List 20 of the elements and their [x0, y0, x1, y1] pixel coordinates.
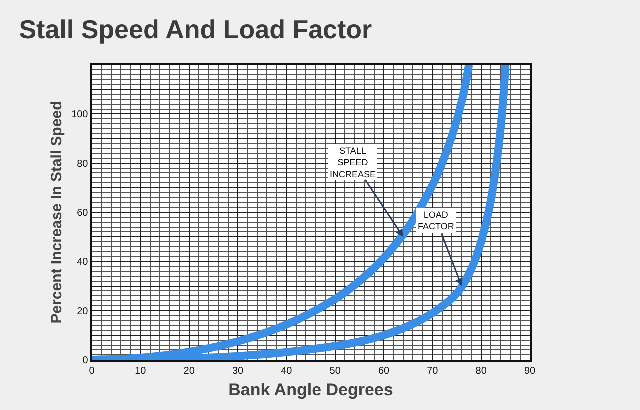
x-tick-label: 20 [184, 366, 196, 377]
annotation: STALL SPEED INCREASE [330, 146, 376, 180]
y-tick-label: 60 [77, 208, 89, 219]
x-tick-label: 70 [427, 366, 439, 377]
x-tick-label: 30 [232, 366, 244, 377]
y-tick-label: 100 [72, 110, 89, 121]
y-tick-label: 40 [77, 257, 89, 268]
y-tick-label: 80 [77, 158, 89, 170]
chart-title: Stall Speed And Load Factor [19, 14, 372, 45]
x-tick-label: 90 [524, 366, 536, 377]
x-tick-label: 60 [378, 366, 390, 377]
x-tick-label: 10 [135, 366, 147, 377]
y-axis-title: Percent Increase In Stall Speed [48, 101, 66, 324]
x-tick-label: 40 [281, 366, 293, 377]
y-tick-label: 20 [77, 306, 89, 318]
annotation: LOAD FACTOR [418, 210, 455, 232]
x-axis-title: Bank Angle Degrees [228, 380, 394, 400]
x-tick-label: 80 [476, 366, 488, 377]
x-tick-label: 50 [330, 366, 342, 377]
y-tick-label: 0 [82, 356, 89, 366]
